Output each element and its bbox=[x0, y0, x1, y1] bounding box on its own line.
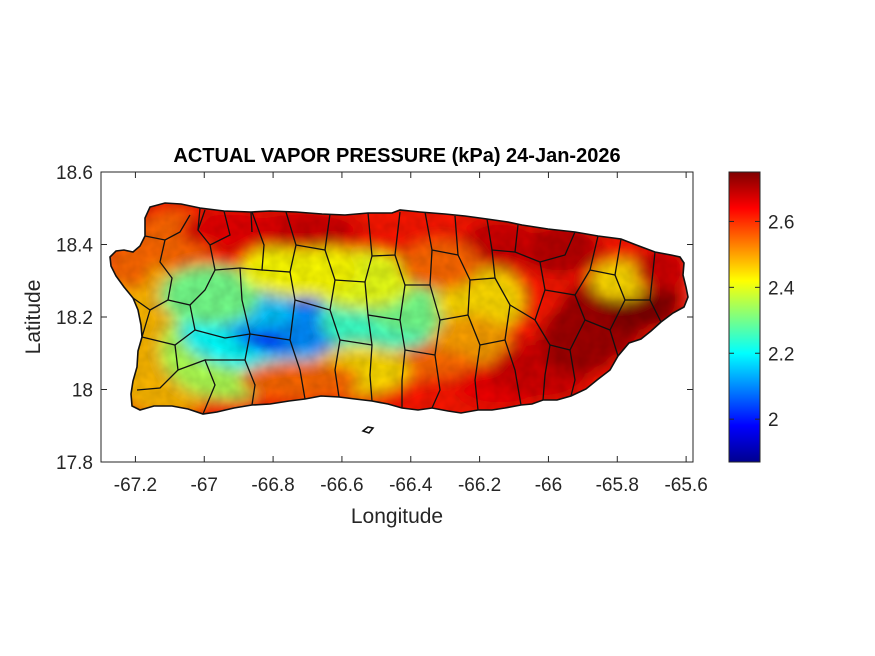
municipality-boundary bbox=[209, 210, 231, 246]
x-tick-label: -66.2 bbox=[458, 475, 501, 496]
x-tick-label: -67.2 bbox=[114, 475, 157, 496]
municipality-boundary bbox=[404, 349, 436, 356]
municipality-boundary bbox=[177, 359, 216, 414]
municipality-boundary bbox=[549, 344, 571, 351]
municipality-boundary bbox=[250, 211, 253, 233]
coastline bbox=[109, 202, 689, 415]
x-tick-label: -66.4 bbox=[389, 475, 433, 496]
chart-title: ACTUAL VAPOR PRESSURE (kPa) 24-Jan-2026 bbox=[173, 145, 620, 167]
x-axis-ticks: -67.2 -67 -66.8 -66.6 -66.4 -66.2 -66 -65.8 -65.… bbox=[114, 172, 708, 496]
y-tick-label: 18 bbox=[72, 381, 93, 402]
municipality-boundary bbox=[469, 218, 496, 281]
vapor-pressure-field bbox=[110, 203, 688, 414]
caja-de-muertos-island bbox=[361, 426, 375, 434]
y-axis-label: Latitude bbox=[22, 280, 45, 355]
municipality-boundary bbox=[194, 329, 251, 339]
municipality-boundary bbox=[261, 211, 297, 273]
municipality-boundary bbox=[514, 251, 546, 321]
x-tick-label: -66 bbox=[535, 475, 562, 496]
municipality-boundary bbox=[239, 267, 256, 406]
y-axis-ticks: 17.8 18 18.2 18.4 18.6 bbox=[56, 163, 693, 474]
colorbar-tick-label: 2.4 bbox=[768, 278, 795, 299]
municipality-boundary bbox=[367, 314, 401, 321]
y-tick-label: 18.6 bbox=[56, 163, 93, 184]
municipality-boundary bbox=[544, 235, 599, 296]
colorbar-ticks: 2 2.2 2.4 2.6 bbox=[729, 212, 795, 431]
municipality-boundary bbox=[609, 274, 626, 357]
municipality-boundary bbox=[439, 314, 469, 321]
y-tick-label: 18.2 bbox=[56, 308, 93, 329]
municipality-boundary bbox=[539, 231, 576, 263]
municipality-boundary bbox=[249, 333, 291, 341]
colorbar-tick-label: 2 bbox=[768, 410, 779, 431]
x-tick-label: -66.6 bbox=[320, 475, 363, 496]
municipality-boundary bbox=[479, 339, 506, 346]
colorbar-tick-label: 2.6 bbox=[768, 212, 794, 233]
municipality-boundary bbox=[394, 254, 406, 408]
x-tick-label: -65.6 bbox=[664, 475, 707, 496]
x-tick-label: -66.8 bbox=[251, 475, 294, 496]
y-tick-label: 18.4 bbox=[56, 236, 93, 257]
municipality-boundary bbox=[405, 211, 433, 286]
municipality-boundary bbox=[149, 239, 173, 311]
x-tick-label: -67 bbox=[191, 475, 218, 496]
municipality-boundary bbox=[649, 299, 662, 323]
municipality-boundary bbox=[324, 249, 341, 398]
y-tick-label: 17.8 bbox=[56, 453, 93, 474]
municipality-boundary bbox=[132, 297, 151, 338]
colorbar bbox=[728, 171, 761, 463]
municipality-boundary bbox=[144, 214, 191, 241]
municipality-boundary bbox=[136, 344, 179, 391]
x-tick-label: -65.8 bbox=[596, 475, 639, 496]
municipality-boundary bbox=[339, 339, 373, 346]
municipality-boundaries bbox=[132, 207, 662, 414]
colorbar-tick-label: 2.2 bbox=[768, 344, 794, 365]
municipality-boundary bbox=[197, 207, 201, 231]
municipality-boundary bbox=[334, 212, 373, 283]
municipality-boundary bbox=[457, 254, 481, 411]
x-axis-label: Longitude bbox=[351, 505, 443, 528]
municipality-boundary bbox=[141, 304, 196, 346]
municipality-boundary bbox=[584, 319, 611, 331]
municipality-boundary bbox=[294, 299, 331, 311]
